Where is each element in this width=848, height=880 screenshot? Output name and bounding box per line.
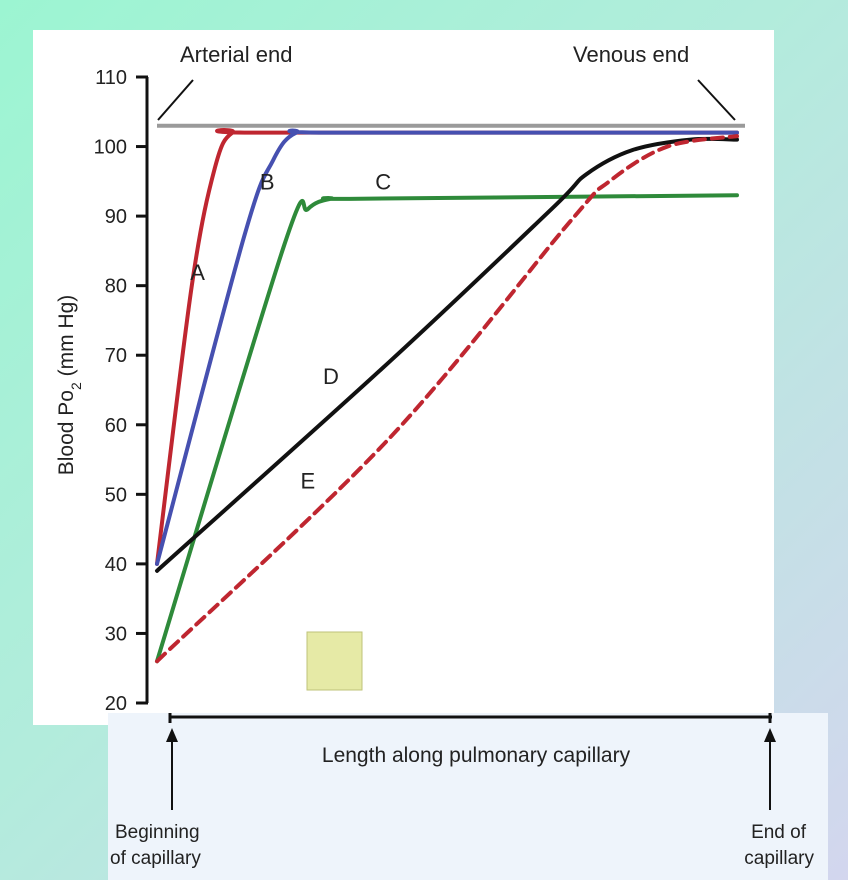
venous-end-label: Venous end [573, 42, 689, 67]
series-line-e [155, 134, 739, 664]
curve-label-c: C [375, 169, 391, 194]
x-axis-panel [108, 713, 828, 880]
y-tick-label: 110 [95, 67, 127, 89]
series-group [155, 128, 739, 664]
arterial-end-label: Arterial end [180, 42, 293, 67]
y-tick-label: 70 [105, 345, 127, 367]
beginning-label-line2: of capillary [110, 848, 201, 869]
series-line-b [155, 128, 739, 566]
beginning-arrow-head [166, 728, 178, 742]
y-tick-label: 30 [105, 623, 127, 645]
y-tick-label: 90 [105, 206, 127, 228]
end-label-line2: capillary [744, 848, 814, 869]
y-tick-label: 60 [105, 415, 127, 437]
curve-label-e: E [300, 468, 315, 493]
end-arrow-head [764, 728, 776, 742]
venous-end-pointer [697, 79, 736, 121]
y-tick-label: 20 [105, 693, 127, 715]
curve-label-a: A [190, 260, 205, 285]
series-line-c [155, 193, 739, 664]
y-axis: 20 30 40 50 60 70 80 90 100 110 [94, 67, 149, 715]
beginning-label-line1: Beginning [115, 822, 200, 843]
end-label-line1: End of [751, 822, 807, 843]
marker-box [306, 631, 363, 691]
curve-label-d: D [323, 364, 339, 389]
arterial-end-pointer [157, 79, 194, 121]
curve-labels: A B C D E [190, 169, 391, 493]
y-ticks: 20 30 40 50 60 70 80 90 100 110 [94, 67, 148, 715]
x-axis-title: Length along pulmonary capillary [322, 744, 631, 767]
curve-label-b: B [260, 169, 275, 194]
y-tick-label: 80 [105, 276, 127, 298]
y-axis-title: Blood Po2 (mm Hg) [55, 295, 84, 476]
y-tick-label: 50 [105, 484, 127, 506]
y-tick-label: 40 [105, 554, 127, 576]
series-line-d [155, 136, 739, 573]
y-tick-label: 100 [94, 137, 127, 159]
